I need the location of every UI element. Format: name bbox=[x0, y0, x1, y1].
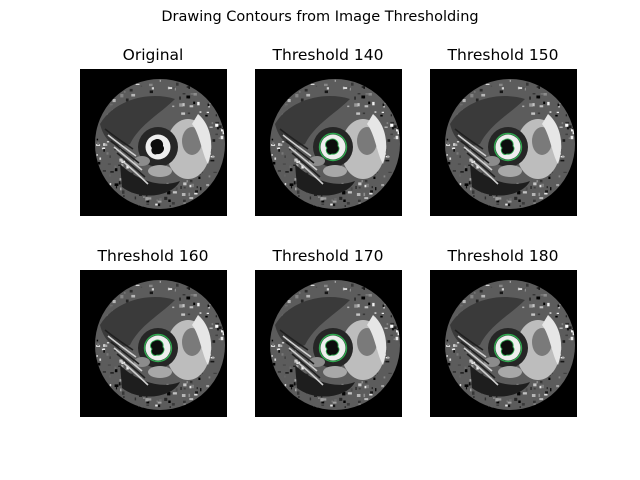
contour-outline bbox=[493, 333, 523, 363]
contour-outline bbox=[143, 333, 173, 363]
contour-outline bbox=[318, 333, 348, 363]
panel-title-threshold-140: Threshold 140 bbox=[272, 46, 384, 64]
panel-image-threshold-140 bbox=[255, 69, 402, 216]
panel-title-threshold-180: Threshold 180 bbox=[447, 247, 559, 265]
mri-image bbox=[430, 270, 577, 417]
contour-outline bbox=[493, 132, 523, 162]
contour-outline bbox=[318, 132, 348, 162]
panel-image-threshold-180 bbox=[430, 270, 577, 417]
panel-image-threshold-150 bbox=[430, 69, 577, 216]
panel-title-threshold-160: Threshold 160 bbox=[97, 247, 209, 265]
panel-title-original: Original bbox=[122, 46, 184, 64]
mri-image bbox=[255, 69, 402, 216]
panel-title-threshold-170: Threshold 170 bbox=[272, 247, 384, 265]
panel-title-threshold-150: Threshold 150 bbox=[447, 46, 559, 64]
mri-image bbox=[80, 69, 227, 216]
figure-title: Drawing Contours from Image Thresholding bbox=[161, 9, 479, 25]
panel-image-original bbox=[80, 69, 227, 216]
panel-image-threshold-160 bbox=[80, 270, 227, 417]
mri-image bbox=[80, 270, 227, 417]
panel-image-threshold-170 bbox=[255, 270, 402, 417]
mri-image bbox=[430, 69, 577, 216]
mri-image bbox=[255, 270, 402, 417]
